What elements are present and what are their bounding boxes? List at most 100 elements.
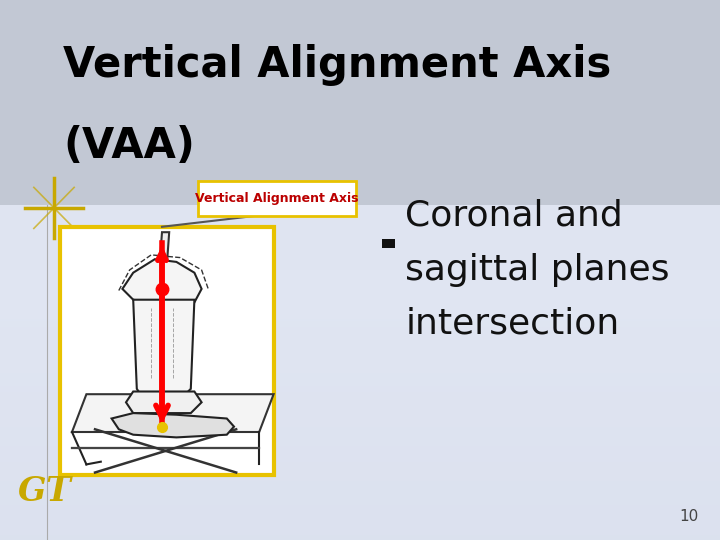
Bar [0,246,720,248]
Bar [0,22,720,24]
Bar [0,108,720,111]
Bar [0,451,720,454]
Bar [0,57,720,59]
Bar [0,119,720,122]
Bar [0,81,720,84]
Bar [0,340,720,343]
Bar [0,197,720,200]
Text: sagittal planes: sagittal planes [405,253,670,287]
Bar [0,43,720,46]
Bar [0,140,720,143]
Bar [0,532,720,535]
Bar [0,343,720,346]
Bar [0,3,720,5]
Bar [0,373,720,375]
Bar [0,8,720,11]
Bar [0,364,720,367]
Bar [0,354,720,356]
Bar [0,537,720,540]
Bar [0,100,720,103]
Bar [0,375,720,378]
Bar [0,105,720,108]
Bar [0,127,720,130]
Bar [0,459,720,462]
Bar [0,378,720,381]
Bar [0,437,720,440]
Bar [0,24,720,27]
Bar [0,521,720,524]
Bar [0,356,720,359]
Bar [0,205,720,208]
Bar [0,348,720,351]
Bar [0,27,720,30]
Bar [0,14,720,16]
Bar [0,329,720,332]
Bar [0,475,720,478]
Bar [0,389,720,392]
Bar [0,186,720,189]
Bar [0,321,720,324]
Bar [0,146,720,148]
Bar [0,472,720,475]
Bar [0,16,720,19]
Bar [0,405,720,408]
Bar [0,313,720,316]
Bar [0,251,720,254]
Bar [0,254,720,256]
Bar [0,200,720,202]
Bar [0,289,720,292]
Bar [0,273,720,275]
Bar [0,281,720,284]
Bar [0,103,720,105]
Bar [0,192,720,194]
Bar [0,151,720,154]
Bar [0,505,720,508]
Text: Vertical Alignment Axis: Vertical Alignment Axis [63,44,611,86]
Polygon shape [126,392,202,413]
Bar [0,502,720,505]
Bar [0,59,720,62]
Bar [0,278,720,281]
Bar [0,86,720,89]
Bar [0,5,720,8]
Bar [0,481,720,483]
Bar [0,173,720,176]
Bar [0,284,720,286]
Bar [0,470,720,472]
Bar [0,159,720,162]
Bar [0,516,720,518]
Bar [0,392,720,394]
Bar [0,346,720,348]
Bar [0,208,720,211]
Bar [0,416,720,418]
Bar [0,402,720,405]
Bar [0,359,720,362]
Bar [0,221,720,224]
Bar [0,49,720,51]
Bar [0,138,720,140]
Bar [0,213,720,216]
Bar [0,184,720,186]
Bar [0,443,720,445]
Bar [0,324,720,327]
Bar [0,508,720,510]
Bar [0,97,720,100]
Polygon shape [72,394,274,432]
Bar [0,394,720,397]
Bar [0,300,720,302]
Text: (VAA): (VAA) [63,125,195,167]
Bar [0,489,720,491]
Bar [0,40,720,43]
Text: 10: 10 [679,509,698,524]
Bar [0,130,720,132]
Text: T: T [45,475,70,508]
Bar [0,518,720,521]
Bar [0,248,720,251]
Bar [0,327,720,329]
Text: Coronal and: Coronal and [405,199,623,233]
Bar [0,486,720,489]
Bar [0,408,720,410]
Bar [0,232,720,235]
Bar [0,216,720,219]
Bar [0,383,720,386]
